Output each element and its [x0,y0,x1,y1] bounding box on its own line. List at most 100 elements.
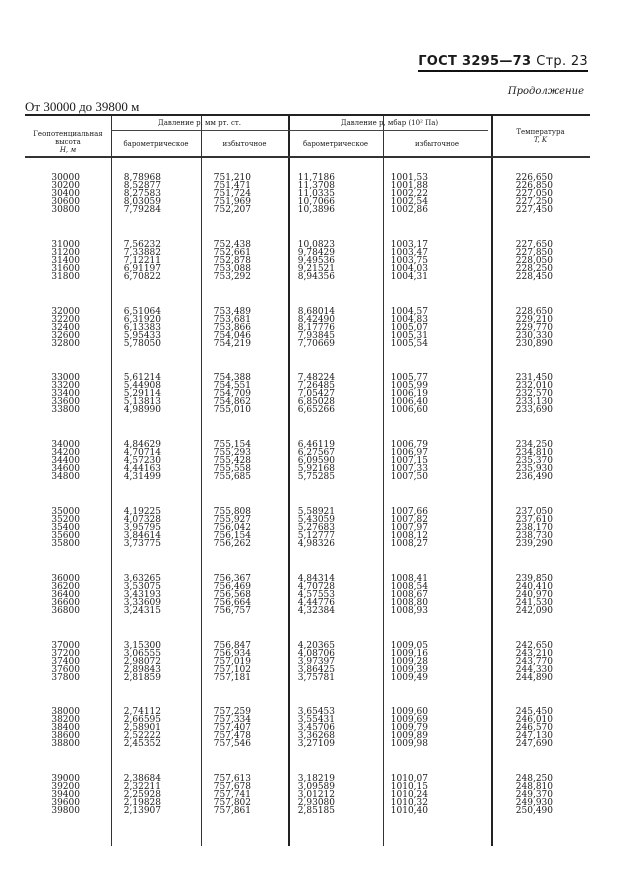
cell-mbar-excess: 1009,28 [390,656,428,667]
cell-mmhg-excess: 755,154 [213,440,251,451]
header-subdivider [111,130,488,131]
table-row: 38800 2,45352 757,546 3,27109 1009,98 247,690 [25,739,590,750]
cell-mmhg-excess: 757,861 [213,806,251,817]
cell-height: 32000 [51,306,80,317]
cell-mbar-barometric: 4,20365 [297,640,335,651]
column-divider [111,116,112,846]
cell-mbar-excess: 1001,53 [390,173,428,183]
cell-mbar-barometric: 11,0335 [297,189,335,199]
cell-mbar-barometric: 4,57553 [297,589,335,600]
cell-mmhg-barometric: 8,27583 [123,189,161,199]
cell-mmhg-excess: 757,334 [213,715,251,726]
cell-mmhg-barometric: 2,89843 [123,664,161,675]
cell-mmhg-barometric: 6,91197 [123,263,161,274]
cell-temperature: 249,930 [515,798,553,809]
row-group: 35000 4,19225 755,808 5,58921 1007,66 237,050… [25,507,590,549]
cell-height: 34600 [51,464,80,475]
cell-mbar-excess: 1010,24 [390,790,428,801]
cell-temperature: 233,130 [515,397,553,408]
cell-mmhg-excess: 754,219 [213,338,251,349]
cell-mbar-excess: 1008,27 [390,539,428,549]
cell-mmhg-barometric: 4,31499 [123,472,161,483]
cell-mbar-barometric: 3,97397 [297,656,335,667]
row-group: 30000 8,78968 751,210 11,7186 1001,53 226,650… [25,173,590,215]
table-row: 39800 2,13907 757,861 2,85185 1010,40 250,490 [25,806,590,817]
cell-mmhg-barometric: 2,52222 [123,731,161,742]
cell-mmhg-barometric: 5,78050 [123,338,161,349]
cell-mmhg-barometric: 7,79284 [123,205,161,215]
cell-mbar-excess: 1001,88 [390,181,428,191]
table-row: 39200 2,32211 757,678 3,09589 1010,15 248,810 [25,782,590,793]
cell-height: 38400 [51,723,80,734]
table-row: 36400 3,43193 756,568 4,57553 1008,67 240,970 [25,589,590,600]
table-row: 35600 3,84614 756,154 5,12777 1008,12 238,730 [25,531,590,541]
cell-mbar-barometric: 5,58921 [297,507,335,517]
cell-mbar-excess: 1009,49 [390,672,428,683]
cell-temperature: 232,570 [515,389,553,400]
cell-mmhg-barometric: 3,84614 [123,531,161,541]
cell-mbar-excess: 1009,79 [390,723,428,734]
cell-mmhg-barometric: 4,44163 [123,464,161,475]
cell-temperature: 248,810 [515,782,553,793]
cell-mbar-excess: 1008,93 [390,605,428,616]
cell-temperature: 246,010 [515,715,553,726]
cell-mmhg-barometric: 3,15300 [123,640,161,651]
cell-height: 30400 [51,189,80,199]
cell-height: 32400 [51,322,80,333]
table-row: 30200 8,52877 751,471 11,3708 1001,88 226,850 [25,181,590,191]
cell-mbar-barometric: 6,46119 [297,440,335,451]
column-divider [383,116,384,846]
cell-temperature: 230,890 [515,338,553,349]
cell-mmhg-barometric: 5,44908 [123,381,161,392]
cell-mmhg-excess: 757,546 [213,739,251,750]
cell-mmhg-excess: 755,428 [213,456,251,467]
cell-mbar-barometric: 7,48224 [297,373,335,384]
cell-height: 30800 [51,205,80,215]
cell-mbar-barometric: 3,09589 [297,782,335,793]
cell-height: 30600 [51,197,80,207]
cell-height: 37400 [51,656,80,667]
cell-mmhg-barometric: 4,84629 [123,440,161,451]
header-temperature-line: T, K [533,136,548,144]
table-row: 31600 6,91197 753,088 9,21521 1004,03 228,250 [25,263,590,274]
cell-mbar-barometric: 7,05427 [297,389,335,400]
cell-mmhg-excess: 756,367 [213,573,251,584]
cell-mbar-barometric: 5,92168 [297,464,335,475]
standard-number: ГОСТ 3295—73 [418,54,532,69]
cell-mmhg-barometric: 5,95433 [123,330,161,341]
cell-mmhg-barometric: 2,38684 [123,774,161,785]
cell-mbar-barometric: 4,32384 [297,605,335,616]
cell-mmhg-barometric: 6,31920 [123,314,161,325]
cell-temperature: 241,530 [515,597,553,608]
header-mbar-excess: избыточное [414,140,459,148]
cell-height: 33800 [51,405,80,416]
table-row: 37800 2,81859 757,181 3,75781 1009,49 244,890 [25,672,590,683]
cell-mbar-excess: 1006,40 [390,397,428,408]
cell-temperature: 242,090 [515,605,553,616]
cell-height: 36800 [51,605,80,616]
cell-temperature: 227,250 [515,197,553,207]
table-row: 36600 3,33609 756,664 4,44776 1008,80 241,530 [25,597,590,608]
cell-height: 32800 [51,338,80,349]
cell-mbar-barometric: 9,49536 [297,255,335,266]
cell-mmhg-excess: 756,154 [213,531,251,541]
cell-mbar-excess: 1004,57 [390,306,428,317]
cell-temperature: 226,850 [515,181,553,191]
cell-mbar-excess: 1005,77 [390,373,428,384]
table-row: 37200 3,06555 756,934 4,08706 1009,16 243,210 [25,649,590,658]
cell-height: 39200 [51,782,80,793]
cell-mmhg-excess: 751,969 [213,197,251,207]
cell-mbar-barometric: 7,70669 [297,338,335,349]
table-row: 37000 3,15300 756,847 4,20365 1009,05 242,650 [25,640,590,651]
cell-mbar-barometric: 3,45706 [297,723,335,734]
cell-mbar-excess: 1005,31 [390,330,428,341]
cell-mmhg-excess: 757,407 [213,723,251,734]
cell-mbar-excess: 1005,54 [390,338,428,349]
range-title: От 30000 до 39800 м [25,99,140,114]
cell-mbar-excess: 1010,40 [390,806,428,817]
cell-temperature: 237,050 [515,507,553,517]
cell-temperature: 228,450 [515,271,553,282]
cell-height: 32600 [51,330,80,341]
table-row: 34400 4,57230 755,428 6,09590 1007,15 235,370 [25,456,590,467]
cell-height: 34000 [51,440,80,451]
